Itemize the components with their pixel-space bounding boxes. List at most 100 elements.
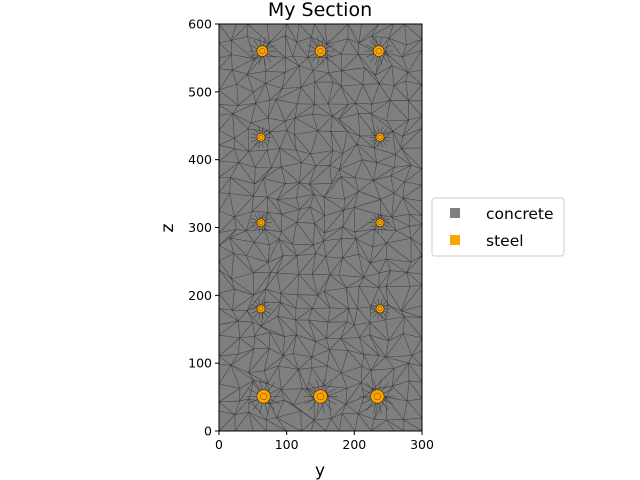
mesh-edge <box>342 207 355 228</box>
legend-swatch-steel <box>450 235 460 245</box>
mesh-edge <box>347 350 365 355</box>
mesh-edge <box>355 102 359 114</box>
mesh-edge <box>354 177 374 181</box>
mesh-edge <box>358 24 379 44</box>
mesh-edge <box>234 211 253 218</box>
mesh-edge <box>376 154 396 163</box>
mesh-edge <box>402 184 422 199</box>
mesh-edge <box>327 53 342 58</box>
mesh-edge <box>314 72 329 83</box>
mesh-edge <box>374 147 396 155</box>
mesh-edge <box>239 337 255 350</box>
mesh-edge <box>280 293 297 309</box>
mesh-edge <box>281 389 294 406</box>
mesh-edge <box>383 399 394 405</box>
mesh-edge <box>309 206 315 224</box>
mesh-edge <box>282 87 302 89</box>
mesh-edge <box>264 212 269 230</box>
mesh-edge <box>385 272 408 287</box>
mesh-edge <box>385 397 387 420</box>
mesh-edge <box>283 334 297 357</box>
mesh-edge <box>281 231 293 245</box>
mesh-edge <box>269 120 286 133</box>
steel-bar <box>372 45 385 57</box>
mesh-edge <box>219 137 235 146</box>
mesh-edge <box>248 412 254 431</box>
mesh-edge <box>371 100 391 105</box>
mesh-edge <box>236 74 248 85</box>
mesh-edge <box>293 353 312 358</box>
mesh-edge <box>265 71 286 73</box>
mesh-edge <box>268 332 271 349</box>
mesh-edge <box>401 128 422 149</box>
mesh-edge <box>324 287 347 292</box>
mesh-edge <box>309 194 315 207</box>
mesh-edge <box>298 24 312 38</box>
mesh-edge <box>317 290 325 296</box>
mesh-edge <box>294 103 315 118</box>
mesh-edge <box>252 382 260 392</box>
mesh-edge <box>385 286 402 311</box>
mesh-edge <box>260 326 271 333</box>
mesh-edge <box>267 262 272 273</box>
mesh-edge <box>406 39 422 46</box>
mesh-edge <box>375 54 381 76</box>
mesh-edge <box>370 224 377 228</box>
mesh-edge <box>391 65 409 73</box>
mesh-edge <box>373 140 378 146</box>
mesh-edge <box>405 80 422 85</box>
mesh-ring <box>377 135 383 140</box>
mesh-edge <box>313 70 316 83</box>
mesh-edge <box>401 148 412 166</box>
mesh-edge <box>378 65 393 84</box>
mesh-edge <box>269 332 284 357</box>
mesh-edge <box>402 57 409 73</box>
mesh-edge <box>378 83 391 101</box>
mesh-edge <box>375 75 380 84</box>
mesh-edge <box>373 300 378 306</box>
mesh-edge <box>312 113 333 117</box>
mesh-edge <box>296 149 311 155</box>
mesh-edge <box>280 166 300 183</box>
mesh-edge <box>247 24 249 37</box>
mesh-edge <box>296 42 309 58</box>
mesh-ring <box>377 220 383 226</box>
mesh-edge <box>407 49 422 73</box>
mesh-edge <box>317 130 331 132</box>
mesh-edge <box>297 294 313 309</box>
mesh-edge <box>355 238 371 264</box>
mesh-ring <box>317 48 324 55</box>
mesh-edge <box>219 229 237 234</box>
mesh-edge <box>406 255 422 273</box>
mesh-edge <box>369 334 386 358</box>
mesh-edge <box>328 72 342 87</box>
mesh-edge <box>324 290 349 309</box>
mesh-edge <box>386 230 397 244</box>
mesh-edge <box>263 166 282 179</box>
mesh-edge <box>402 197 422 216</box>
mesh-edge <box>404 316 422 338</box>
mesh-edge <box>329 349 348 351</box>
mesh-edge <box>345 396 365 405</box>
mesh-edge <box>362 83 380 85</box>
mesh-ring <box>375 48 382 55</box>
mesh-edge <box>323 176 342 198</box>
mesh-edge <box>340 176 345 200</box>
y-tick-label: 500 <box>188 84 212 99</box>
mesh-edge <box>385 38 390 53</box>
x-tick-label: 200 <box>342 437 366 452</box>
mesh-edge <box>355 84 364 104</box>
mesh-edge <box>248 411 267 431</box>
mesh-edge <box>326 44 342 55</box>
mesh-edge <box>391 65 395 86</box>
mesh-edge <box>315 337 327 342</box>
mesh-edge <box>388 38 407 46</box>
mesh-edge <box>341 54 359 72</box>
mesh-edge <box>251 217 258 222</box>
mesh-edge <box>354 177 359 192</box>
mesh-edge <box>294 134 297 151</box>
mesh-edge <box>380 141 383 148</box>
mesh-edge <box>401 310 405 317</box>
mesh-edge <box>264 229 271 245</box>
mesh-edge <box>388 24 394 39</box>
